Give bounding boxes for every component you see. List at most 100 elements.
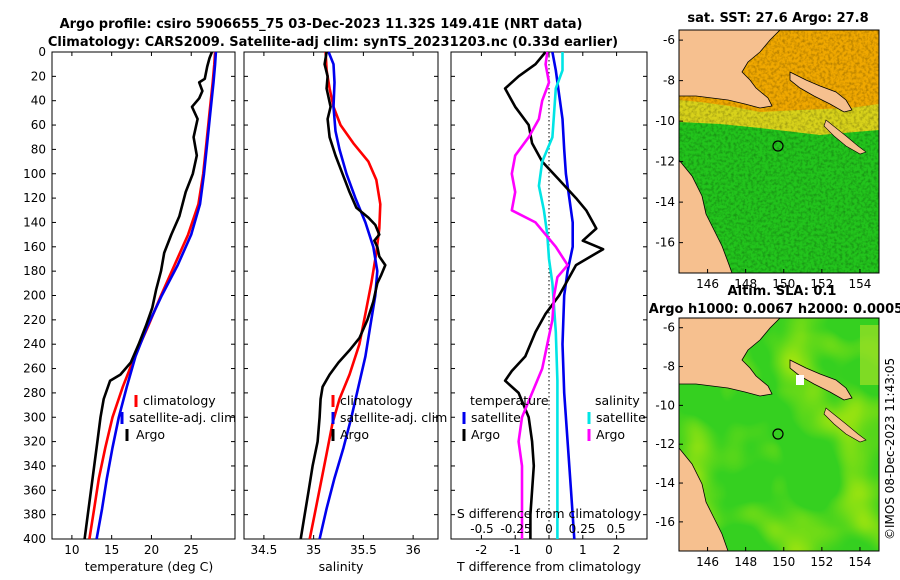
depth-tick-label: 100 [23,167,46,181]
s-difference-label: S difference from climatology [457,506,642,521]
sla-map-title-line2: Argo h1000: 0.0067 h2000: 0.0005 [649,302,900,317]
salinity-series [299,51,387,540]
depth-tick-label: 300 [23,410,46,424]
depth-tick-label: 40 [31,94,46,108]
legend-salinity-title: salinity [595,393,640,408]
depth-tick-label: 180 [23,264,46,278]
sst-map-panel: sat. SST: 27.6 Argo: 27.8 146 148 150 152 15… [655,11,880,291]
latitude-tick-label: -6 [663,33,675,47]
x-tick-label: 36 [405,543,420,557]
sst-latitude-axis: -6 -8 -10 -12 -14 -16 [655,33,683,250]
latitude-tick-label: -16 [655,515,675,529]
latitude-tick-label: -6 [663,321,675,335]
temperature-xlabel: temperature (deg C) [85,559,214,574]
depth-tick-label: 360 [23,483,46,497]
x-tick-label: 25 [184,543,199,557]
temperature-axis: 10 15 20 25 [64,52,199,557]
sst-longitude-axis: 146 148 150 152 154 [696,269,871,291]
difference-series [503,51,605,540]
series-line-t-satellite [551,51,576,540]
legend-t-argo-label: Argo [471,427,500,442]
temperature-series [83,51,218,540]
australia-land [679,159,733,273]
figure-title-line1: Argo profile: csiro 5906655_75 03-Dec-20… [60,17,583,32]
salinity-depth-ticks [244,51,438,540]
legend-satellite-label: satellite-adj. clim [340,410,447,425]
x-tick-label: 35.5 [350,543,377,557]
x-tick-label: 10 [64,543,79,557]
x-tick-label: -2 [475,543,487,557]
legend-t-satellite-label: satellite [471,410,521,425]
s-tick-label: 0 [545,522,553,536]
imos-watermark: ©IMOS 08-Dec-2023 11:43:05 [883,358,897,540]
louisiade-islands [789,71,853,113]
latitude-tick-label: -14 [655,476,675,490]
depth-tick-label: 140 [23,215,46,229]
latitude-tick-label: -16 [655,236,675,250]
longitude-tick-label: 148 [734,555,757,569]
difference-depth-ticks [451,51,647,540]
argo-float-marker [772,140,784,152]
depth-tick-label: 20 [31,69,46,83]
x-tick-label: 20 [144,543,159,557]
latitude-tick-label: -8 [663,74,675,88]
x-tick-label: 0 [545,543,553,557]
difference-panel: -2 -1 0 1 2 S difference from climatology -0… [450,51,648,574]
x-tick-label: 35 [306,543,321,557]
legend-climatology-label: climatology [340,393,413,408]
coral-sea-reef [823,119,867,155]
longitude-tick-label: 152 [810,555,833,569]
sst-map-image [679,30,879,273]
sst-map-frame [678,29,880,274]
depth-tick-label: 0 [38,45,46,59]
latitude-tick-label: -14 [655,195,675,209]
new-guinea-land [679,318,781,397]
legend-s-argo-label: Argo [596,427,625,442]
depth-tick-label: 80 [31,142,46,156]
s-tick-label: 0.25 [569,522,596,536]
sst-map-title: sat. SST: 27.6 Argo: 27.8 [687,11,868,26]
legend-argo-label: Argo [340,427,369,442]
x-tick-label: 1 [579,543,587,557]
depth-tick-label: 280 [23,386,46,400]
longitude-tick-label: 146 [696,555,719,569]
no-data-patch [796,375,804,385]
coral-sea-reef [823,407,867,443]
longitude-tick-label: 150 [772,555,795,569]
sla-map-title-line1: Altim. SLA: 0.1 [728,284,837,299]
latitude-tick-label: -10 [655,398,675,412]
latitude-tick-label: -10 [655,114,675,128]
depth-axis: 0 20 40 60 80 100 120 140 160 180 200 220 240 260 280 3… [23,45,235,546]
series-line-satellite-adj-clim [95,51,218,540]
series-line-satellite-adj-clim [318,51,379,540]
x-tick-label: 34.5 [251,543,278,557]
legend-argo-label: Argo [136,427,165,442]
sla-latitude-axis: -6 -8 -10 -12 -14 -16 [655,321,683,529]
sla-map-image [679,318,879,551]
salinity-axis: 34.5 35 35.5 36 [251,52,421,557]
salinity-xlabel: salinity [319,559,364,574]
figure-title-line2: Climatology: CARS2009. Satellite-adj cli… [48,35,618,50]
x-tick-label: 15 [104,543,119,557]
s-tick-label: -0.25 [500,522,531,536]
s-tick-label: -0.5 [470,522,493,536]
depth-tick-label: 340 [23,459,46,473]
longitude-tick-label: 154 [848,277,871,291]
longitude-tick-label: 146 [696,277,719,291]
legend-s-satellite-label: satellite [596,410,646,425]
temperature-legend: climatology satellite-adj. clim Argo [120,393,236,442]
longitude-tick-label: 152 [810,277,833,291]
depth-tick-label: 400 [23,532,46,546]
louisiade-islands [789,359,853,401]
longitude-tick-label: 150 [772,277,795,291]
latitude-tick-label: -12 [655,155,675,169]
depth-tick-label: 380 [23,508,46,522]
s-tick-label: 0.5 [606,522,625,536]
longitude-tick-label: 148 [734,277,757,291]
temperature-panel: 0 20 40 60 80 100 120 140 160 180 200 220 240 260 280 3… [23,45,236,574]
series-line-t-argo [503,51,605,539]
australia-land [679,447,729,551]
series-line-s-satellite [537,52,564,539]
legend-climatology-label: climatology [143,393,216,408]
